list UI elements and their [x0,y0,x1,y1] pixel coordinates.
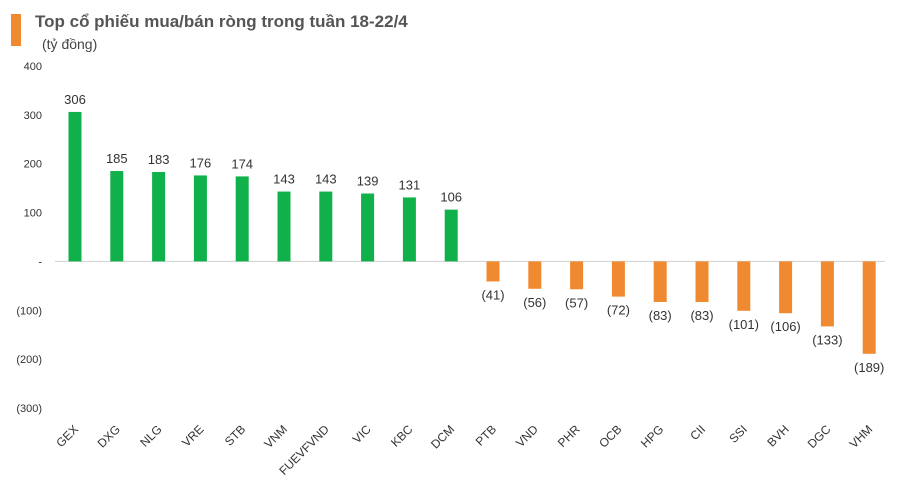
data-label-cii: (83) [690,308,713,323]
bar-dcm [444,209,458,262]
x-tick-label-dcm: DCM [428,422,457,451]
x-tick-label-stb: STB [222,422,248,448]
data-label-kbc: 131 [399,177,421,192]
bar-fuevfvnd [319,191,333,262]
bar-nlg [152,172,166,262]
chart-subtitle: (tỷ đồng) [42,36,98,52]
data-label-ssi: (101) [729,317,759,332]
bar-vnd [528,261,542,289]
bar-gex [68,111,82,262]
bar-phr [570,261,584,290]
bar-stb [235,176,249,262]
data-label-dgc: (133) [812,332,842,347]
y-tick-label: 300 [24,110,42,122]
x-tick-label-vnd: VND [513,422,541,450]
y-tick-label: 100 [24,208,42,220]
x-tick-label-kbc: KBC [388,422,416,450]
x-tick-label-vic: VIC [350,422,374,446]
x-tick-label-vnm: VNM [261,422,290,451]
x-tick-label-cii: CII [687,422,708,443]
data-label-ocb: (72) [607,303,630,318]
data-label-vnd: (56) [523,295,546,310]
data-label-gex: 306 [64,92,86,107]
bar-vre [193,175,207,262]
y-tick-label: (100) [16,305,42,317]
x-tick-label-hpg: HPG [638,422,666,450]
bar-ptb [486,261,500,282]
bar-vic [361,193,375,262]
x-tick-label-phr: PHR [555,422,583,450]
data-label-vre: 176 [190,155,212,170]
bar-dxg [110,171,124,262]
bar-dgc [820,261,834,327]
bar-ssi [737,261,751,311]
bar-hpg [653,261,667,302]
data-label-dxg: 185 [106,151,128,166]
y-tick-label: 400 [24,61,42,73]
bar-cii [695,261,709,302]
data-label-fuevfvnd: 143 [315,172,337,187]
data-label-nlg: 183 [148,152,170,167]
x-tick-label-ssi: SSI [726,422,750,446]
x-tick-label-bvh: BVH [764,422,791,449]
data-label-hpg: (83) [649,308,672,323]
bar-vhm [862,261,876,354]
x-tick-label-vre: VRE [179,422,206,449]
data-label-ptb: (41) [481,287,504,302]
y-tick-label: (300) [16,403,42,415]
bar-kbc [402,197,416,262]
x-tick-label-dgc: DGC [805,422,834,451]
chart-title: Top cổ phiếu mua/bán ròng trong tuần 18-… [35,12,408,31]
x-tick-label-ptb: PTB [473,422,499,448]
bar-bvh [779,261,793,314]
bar-vnm [277,191,291,262]
data-label-vhm: (189) [854,360,884,375]
x-tick-label-ocb: OCB [596,422,624,450]
x-tick-label-gex: GEX [53,422,81,450]
data-label-vnm: 143 [273,172,295,187]
y-tick-label: (200) [16,354,42,366]
data-label-vic: 139 [357,174,379,189]
y-tick-label: - [38,256,42,268]
data-label-dcm: 106 [440,190,462,205]
legend-swatch [11,14,21,46]
data-label-stb: 174 [231,156,253,171]
y-tick-label: 200 [24,159,42,171]
data-label-phr: (57) [565,295,588,310]
data-label-bvh: (106) [770,319,800,334]
bar-ocb [611,261,625,297]
x-tick-label-nlg: NLG [137,422,164,449]
x-tick-label-dxg: DXG [95,422,123,450]
x-tick-label-vhm: VHM [847,422,876,451]
